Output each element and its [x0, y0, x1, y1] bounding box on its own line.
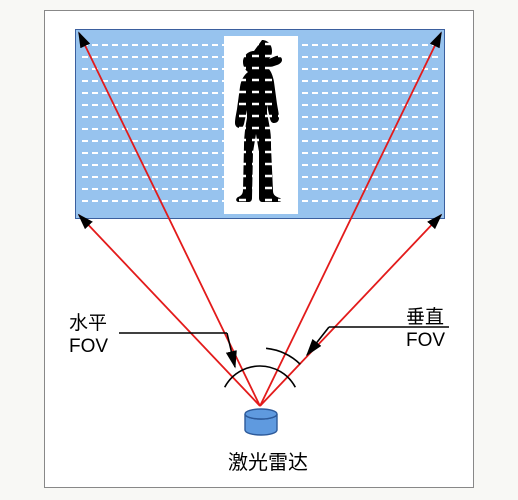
label-horizontal-fov: 水平 FOV [69, 313, 108, 359]
label-device: 激光雷达 [223, 451, 313, 475]
label-text: 水平 [69, 313, 108, 336]
diagram-frame: 水平 FOV 垂直 FOV 激光雷达 [44, 10, 474, 488]
label-text: FOV [69, 336, 108, 359]
label-text: 垂直 [406, 307, 445, 330]
label-text: FOV [406, 330, 445, 353]
person-silhouette [224, 36, 298, 214]
scan-area [75, 29, 445, 219]
label-text: 激光雷达 [228, 452, 308, 474]
label-vertical-fov: 垂直 FOV [406, 307, 445, 353]
